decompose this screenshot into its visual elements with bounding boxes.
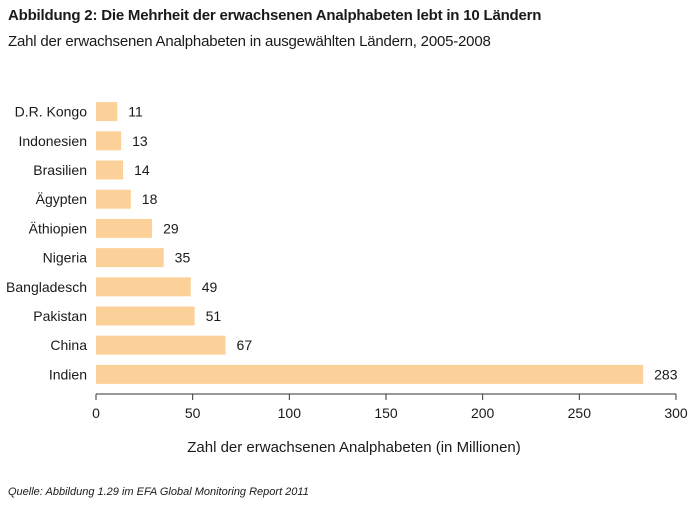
x-tick-label: 150: [374, 405, 398, 421]
bar: [96, 306, 195, 326]
chart-subtitle: Zahl der erwachsenen Analphabeten in aus…: [8, 33, 491, 50]
category-label: Bangladesch: [6, 279, 87, 295]
data-label: 51: [206, 308, 222, 324]
bar: [96, 102, 118, 122]
chart-title: Abbildung 2: Die Mehrheit der erwachsene…: [8, 7, 542, 24]
data-label: 35: [175, 250, 191, 266]
source-note: Quelle: Abbildung 1.29 im EFA Global Mon…: [8, 486, 309, 498]
category-label: Ägypten: [36, 191, 87, 207]
bar: [96, 189, 131, 209]
data-label: 13: [132, 133, 148, 149]
x-tick-label: 200: [471, 405, 495, 421]
bar: [96, 364, 644, 384]
x-tick-label: 0: [92, 405, 100, 421]
category-label: Pakistan: [33, 308, 87, 324]
data-label: 283: [654, 366, 678, 382]
bars-layer: D.R. Kongo 11 Indonesien 13 Brasilien 14 Ägypt…: [6, 102, 678, 384]
x-tick-label: 100: [278, 405, 302, 421]
bar: [96, 218, 153, 238]
x-tick-label: 50: [185, 405, 201, 421]
bar: [96, 160, 124, 180]
data-label: 49: [202, 279, 218, 295]
category-label: Indien: [49, 366, 87, 382]
data-label: 29: [163, 220, 179, 236]
category-label: Äthiopien: [29, 220, 87, 236]
x-axis: 0 50 100 150 200 250 300: [92, 393, 688, 421]
category-label: China: [50, 337, 87, 353]
category-label: D.R. Kongo: [15, 104, 88, 120]
bar-chart: D.R. Kongo 11 Indonesien 13 Brasilien 14 Ägypt…: [6, 102, 688, 456]
category-label: Nigeria: [43, 250, 88, 266]
category-label: Brasilien: [33, 162, 87, 178]
bar: [96, 248, 164, 268]
data-label: 18: [142, 191, 158, 207]
data-label: 14: [134, 162, 150, 178]
data-label: 67: [237, 337, 253, 353]
x-axis-label: Zahl der erwachsenen Analphabeten (in Mi…: [187, 439, 521, 456]
category-label: Indonesien: [18, 133, 87, 149]
bar: [96, 131, 122, 151]
x-tick-label: 300: [664, 405, 688, 421]
data-label: 11: [128, 104, 143, 120]
x-tick-label: 250: [568, 405, 592, 421]
bar: [96, 335, 226, 355]
bar: [96, 277, 191, 297]
